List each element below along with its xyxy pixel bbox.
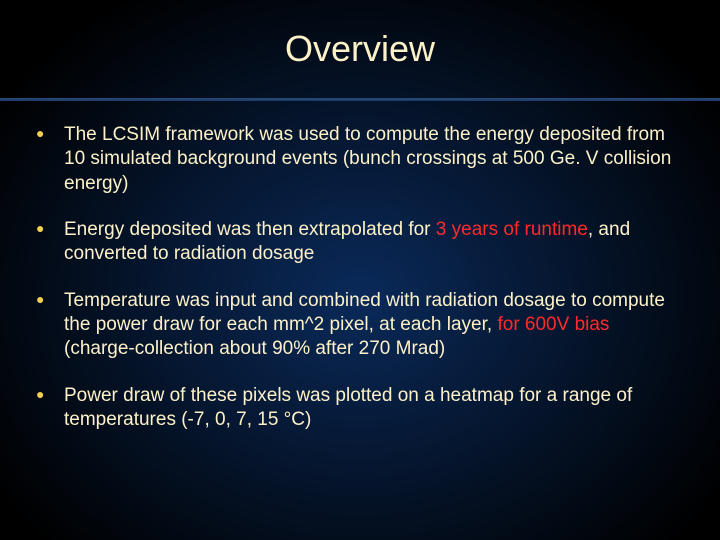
highlight-text: for 600V bias (497, 314, 609, 335)
body-text: Power draw of these pixels was plotted o… (64, 385, 632, 430)
body-text: The LCSIM framework was used to compute … (64, 124, 671, 194)
content-region: The LCSIM framework was used to compute … (0, 123, 720, 432)
slide: Overview The LCSIM framework was used to… (0, 0, 720, 540)
slide-title: Overview (0, 28, 720, 70)
highlight-text: 3 years of runtime (436, 219, 588, 240)
bullet-item: The LCSIM framework was used to compute … (36, 123, 684, 196)
bullet-item: Power draw of these pixels was plotted o… (36, 384, 684, 433)
title-region: Overview (0, 0, 720, 88)
bullet-item: Temperature was input and combined with … (36, 289, 684, 362)
bullet-item: Energy deposited was then extrapolated f… (36, 218, 684, 267)
body-text: Energy deposited was then extrapolated f… (64, 219, 436, 240)
body-text: (charge-collection about 90% after 270 M… (64, 338, 445, 359)
bullet-list: The LCSIM framework was used to compute … (36, 123, 684, 432)
divider-line (0, 98, 720, 101)
